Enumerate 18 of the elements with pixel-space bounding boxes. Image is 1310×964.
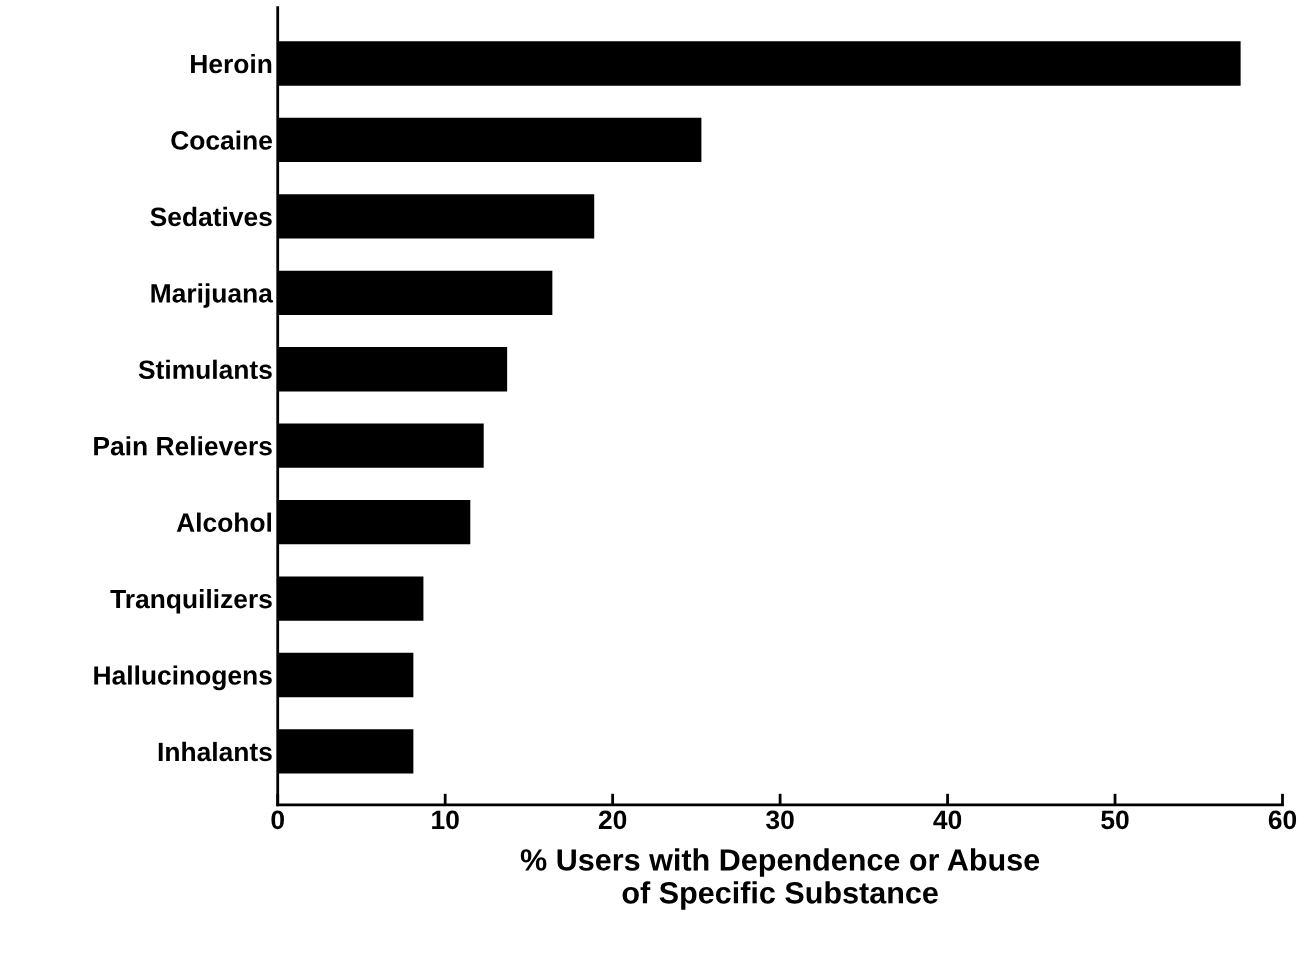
x-tick-label: 20 bbox=[598, 810, 627, 830]
x-tick-label: 10 bbox=[432, 810, 459, 830]
y-tick-label: Marijuana bbox=[151, 283, 274, 308]
y-tick-label: Cocaine bbox=[171, 130, 272, 150]
y-tick-label: Sedatives bbox=[150, 206, 272, 227]
x-tick-label: 60 bbox=[1268, 810, 1297, 830]
x-tick-label: 40 bbox=[933, 810, 962, 830]
y-tick-label: Hallucinogens bbox=[94, 665, 272, 691]
x-tick-label: 30 bbox=[766, 810, 794, 830]
x-axis-title: % Users with Dependence or Abuse of Specific Substance bbox=[520, 848, 1040, 910]
y-tick-label: Alcohol bbox=[176, 512, 271, 532]
y-tick-label: Heroin bbox=[191, 53, 272, 74]
x-tick-label: 50 bbox=[1101, 810, 1129, 830]
y-tick-label: Pain Relievers bbox=[94, 436, 272, 456]
y-tick-label: Inhalants bbox=[158, 741, 272, 762]
x-tick-label: 0 bbox=[271, 810, 284, 830]
y-tick-label: Stimulants bbox=[138, 359, 272, 380]
y-tick-label: Tranquilizers bbox=[110, 589, 272, 614]
